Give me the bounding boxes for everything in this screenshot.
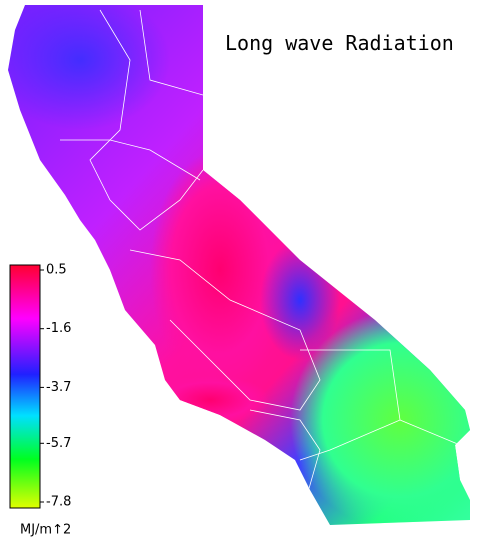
colorbar-tick-label: -7.8 [46,495,71,510]
colorbar-tick-label: -1.6 [46,321,71,336]
colorbar [9,264,41,509]
colorbar-tick-label: -5.7 [46,436,71,451]
colorbar-tick-label: -3.7 [46,380,71,395]
colorbar-unit: MJ/m↑2 [20,523,71,538]
map-title: Long wave Radiation [225,31,454,55]
colorbar-tick-label: 0.5 [46,263,67,278]
